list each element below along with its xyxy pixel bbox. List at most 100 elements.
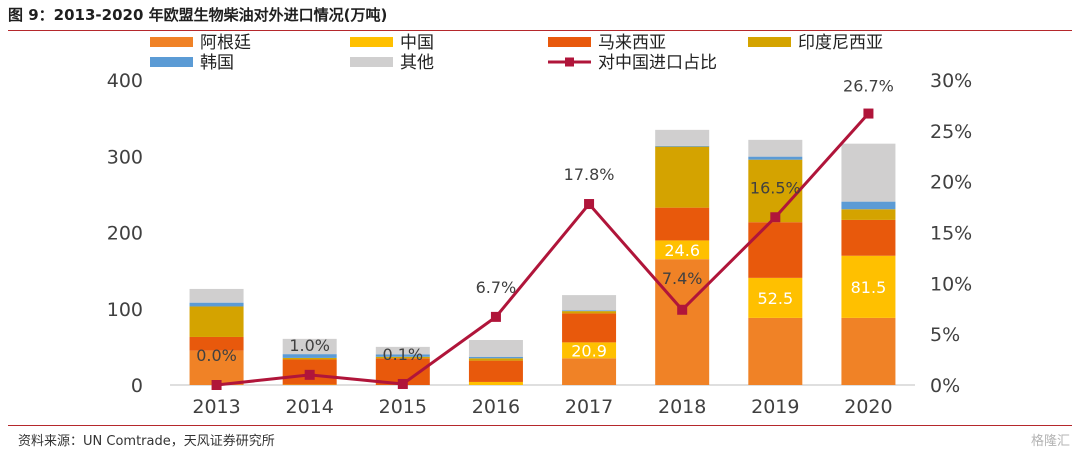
legend-swatch	[548, 37, 591, 47]
bar-segment	[562, 295, 617, 311]
bar-segment	[748, 156, 803, 160]
bar-data-label: 20.9	[571, 341, 607, 360]
bar-segment	[189, 288, 244, 303]
y-right-tick-label: 10%	[930, 273, 972, 295]
bar-segment	[841, 317, 896, 385]
legend-label: 阿根廷	[200, 33, 251, 53]
bar-segment	[748, 222, 803, 278]
bar-data-label: 81.5	[851, 278, 887, 297]
x-tick-label: 2018	[658, 396, 706, 418]
bar-segment	[189, 302, 244, 307]
bar-segment	[841, 255, 896, 318]
x-tick-label: 2017	[565, 396, 613, 418]
bar-segment	[748, 139, 803, 157]
bar-segment	[375, 354, 430, 357]
x-tick-label: 2015	[379, 396, 427, 418]
bar-segment	[841, 201, 896, 210]
bar-data-label: 24.6	[664, 241, 700, 260]
legend-swatch	[150, 37, 193, 47]
bar-segment	[189, 336, 244, 351]
share-point	[863, 108, 874, 119]
share-line	[216, 112, 870, 387]
bar-segment	[748, 317, 803, 385]
bar-segment	[841, 219, 896, 256]
legend-marker-swatch	[565, 57, 574, 67]
bar-segment	[189, 306, 244, 337]
figure-title: 图 9：2013-2020 年欧盟生物柴油对外进口情况(万吨)	[8, 6, 388, 24]
x-tick-label: 2019	[751, 396, 799, 418]
bar-segment	[655, 146, 710, 208]
bar-segment	[468, 381, 523, 385]
x-tick-label: 2013	[192, 396, 240, 418]
bar-segment	[655, 145, 710, 147]
bar-data-label: 52.5	[758, 289, 794, 308]
y-right-tick-label: 30%	[930, 70, 972, 92]
bar-segment	[655, 129, 710, 146]
legend-label: 韩国	[200, 53, 234, 73]
bar-segment	[562, 342, 617, 359]
bar-segment	[655, 207, 710, 241]
source-rule	[8, 425, 1072, 426]
share-point	[490, 311, 501, 322]
bar-segment	[468, 358, 523, 361]
bar-segment	[748, 159, 803, 223]
legend-swatch	[350, 57, 393, 67]
bar-segment	[562, 313, 617, 343]
y-right-tick-label: 20%	[930, 172, 972, 194]
share-data-label: 1.0%	[289, 336, 330, 355]
y-right-tick-label: 25%	[930, 121, 972, 143]
bar-segment	[748, 277, 803, 318]
share-data-label: 17.8%	[564, 165, 615, 184]
legend-label: 其他	[400, 53, 434, 73]
legend-label: 对中国进口占比	[598, 53, 717, 73]
bar-segment	[468, 356, 523, 359]
share-point	[304, 369, 315, 380]
bar-segment	[562, 358, 617, 385]
x-tick-label: 2020	[844, 396, 892, 418]
bar-segment	[375, 356, 430, 359]
share-data-label: 0.0%	[196, 346, 237, 365]
y-right-tick-label: 15%	[930, 223, 972, 245]
legend-swatch	[150, 57, 193, 67]
legend-label: 中国	[400, 33, 434, 53]
share-point	[677, 304, 688, 315]
share-data-label: 16.5%	[750, 178, 801, 197]
bar-segment	[468, 360, 523, 382]
bar-segment	[655, 240, 710, 260]
share-data-label: 6.7%	[476, 278, 517, 297]
share-data-label: 26.7%	[843, 77, 894, 96]
title-rule	[8, 30, 1072, 31]
y-left-tick-label: 200	[107, 223, 143, 245]
bar-segment	[189, 350, 244, 385]
bar-segment	[282, 338, 337, 355]
bar-segment	[655, 259, 710, 385]
y-left-tick-label: 0	[131, 375, 143, 397]
y-left-tick-label: 400	[107, 70, 143, 92]
share-point	[211, 380, 222, 390]
bar-segment	[375, 346, 430, 355]
legend-label: 印度尼西亚	[798, 33, 883, 53]
bar-segment	[841, 209, 896, 220]
y-left-tick-label: 100	[107, 299, 143, 321]
bar-segment	[841, 143, 896, 202]
bar-segment	[282, 357, 337, 360]
x-tick-label: 2016	[472, 396, 520, 418]
x-tick-label: 2014	[286, 396, 334, 418]
y-left-tick-label: 300	[107, 146, 143, 168]
share-data-label: 7.4%	[662, 269, 703, 288]
y-right-tick-label: 0%	[930, 375, 960, 397]
share-data-label: 0.1%	[382, 345, 423, 364]
share-point	[584, 199, 595, 210]
bar-segment	[562, 311, 617, 314]
bar-segment	[468, 340, 523, 357]
legend-swatch	[350, 37, 393, 47]
watermark: 格隆汇	[1030, 434, 1070, 449]
share-point	[397, 378, 408, 389]
bar-segment	[562, 310, 617, 312]
legend-swatch	[748, 37, 791, 47]
legend-label: 马来西亚	[598, 33, 666, 53]
bar-segment	[282, 354, 337, 358]
y-right-tick-label: 5%	[930, 324, 960, 346]
source-note: 资料来源：UN Comtrade，天风证券研究所	[18, 434, 275, 449]
